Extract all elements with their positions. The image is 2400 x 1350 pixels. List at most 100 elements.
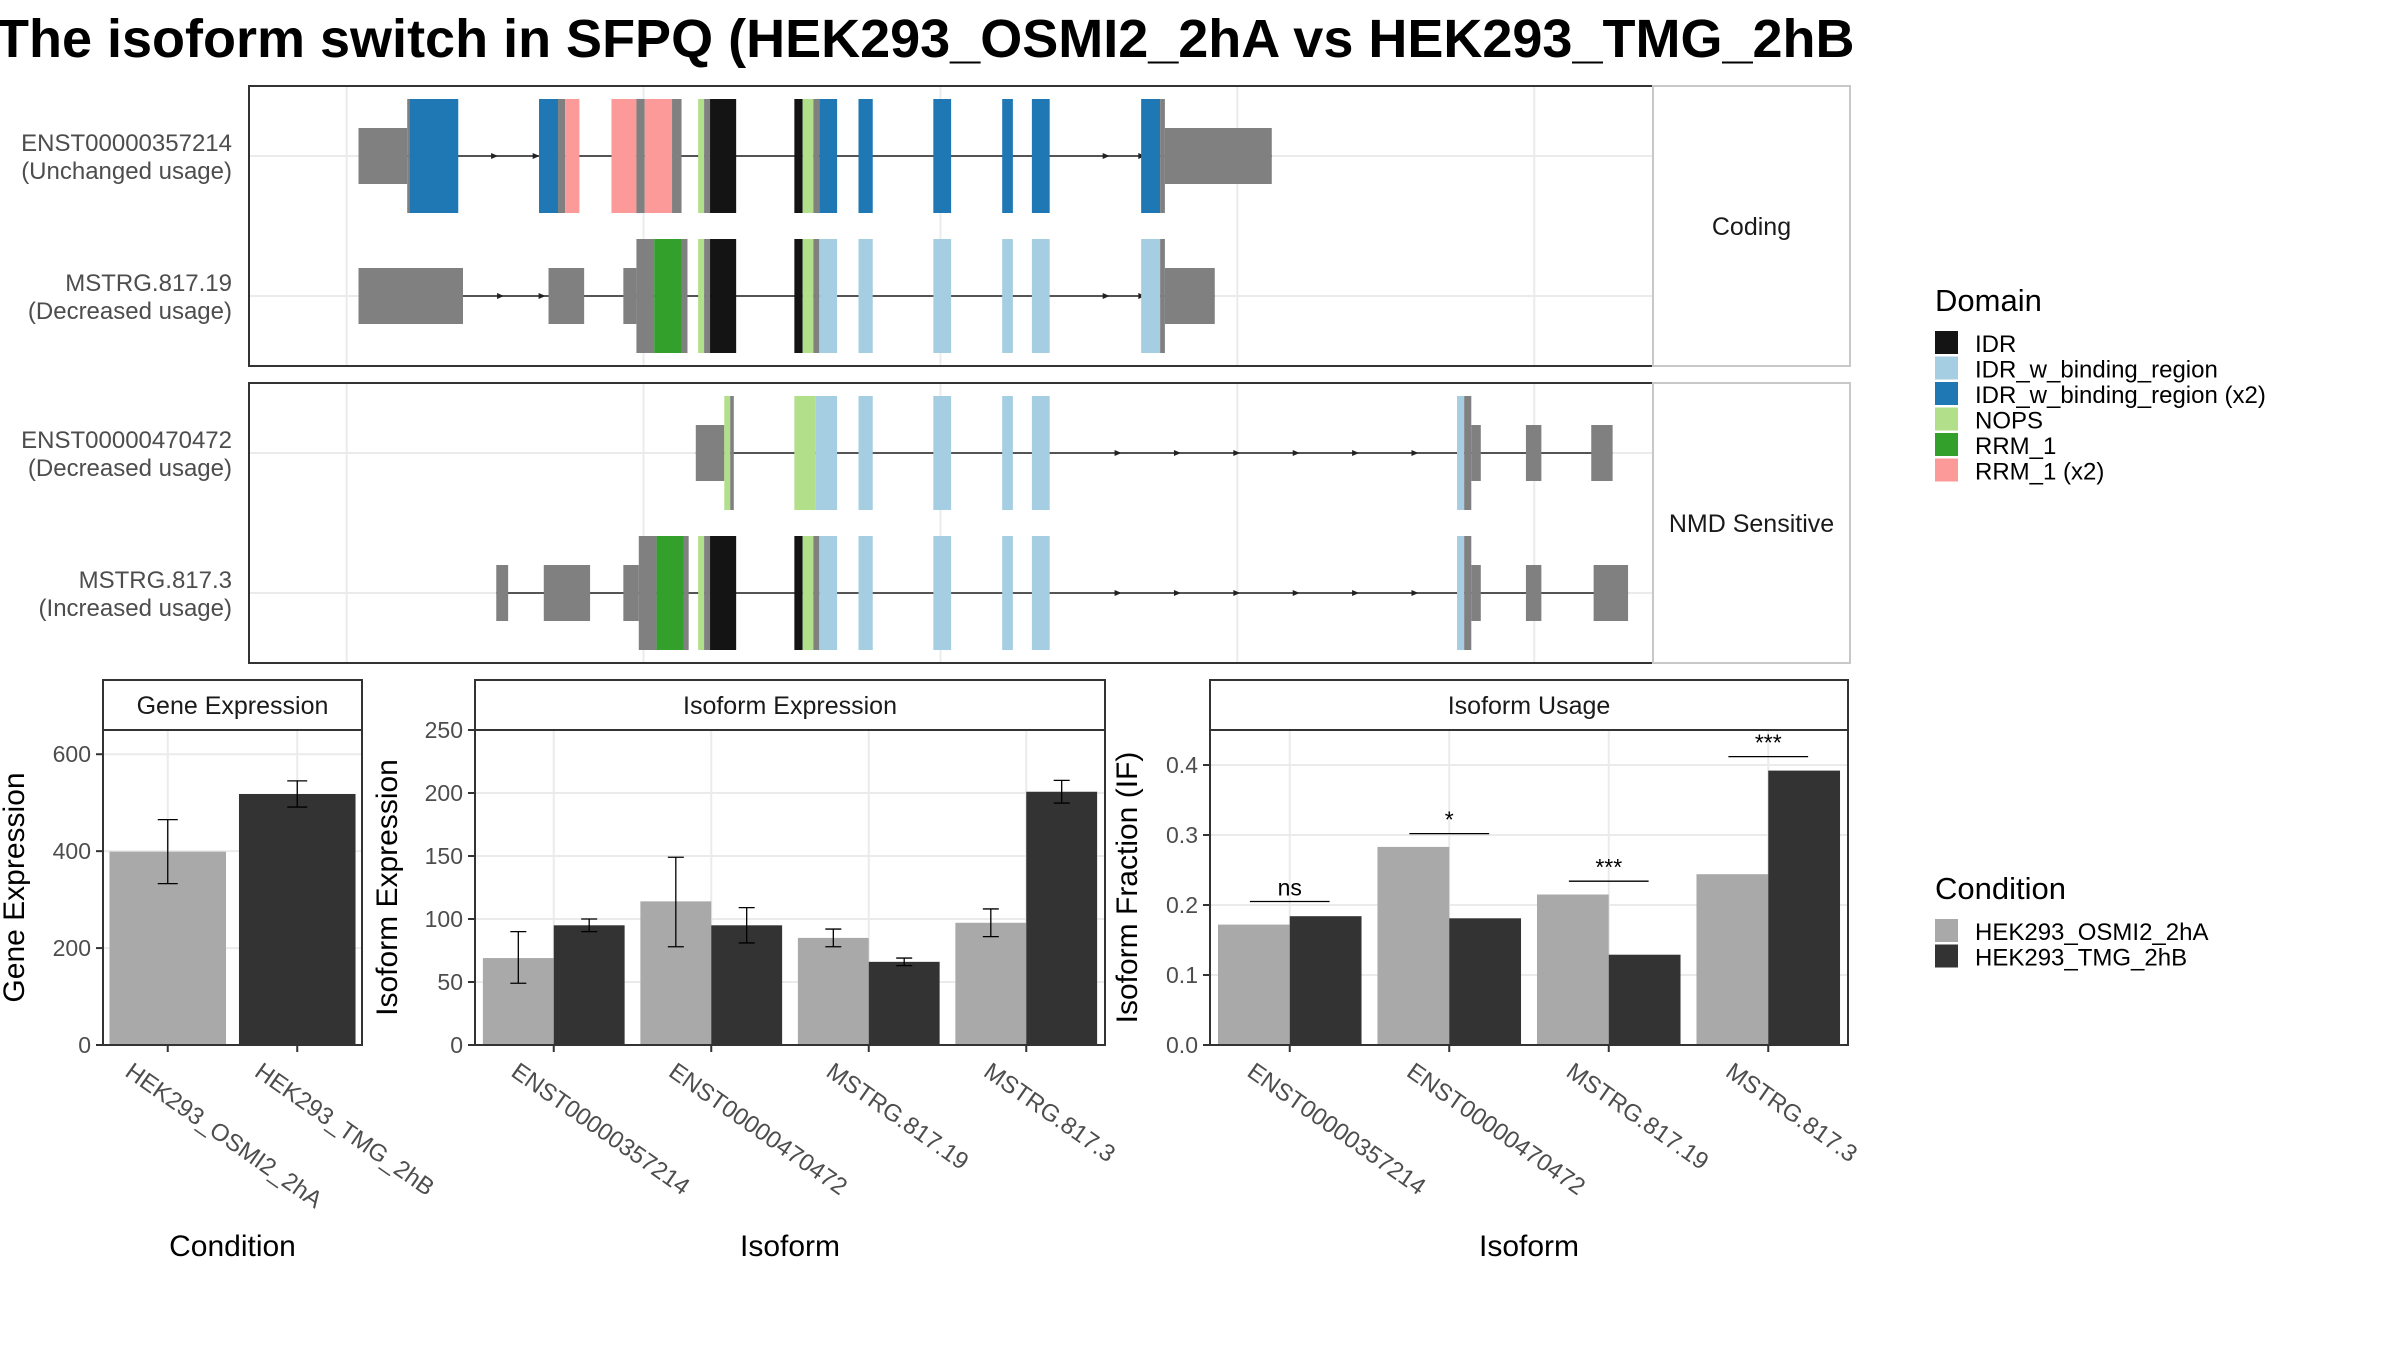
domain-segment-utr (636, 239, 655, 353)
plot-title-strip (1209, 679, 1849, 731)
legend-domain: Domain IDRIDR_w_binding_regionIDR_w_bindi… (1935, 283, 2266, 486)
y-tick-label: 0 (78, 1032, 91, 1058)
legend-label: RRM_1 (x2) (1975, 459, 2104, 486)
domain-segment-utr (558, 99, 566, 213)
utr-exon (1591, 425, 1613, 481)
significance-label: * (1445, 807, 1454, 833)
legend-swatch (1935, 331, 1958, 354)
isoform-usage-label: (Unchanged usage) (21, 158, 232, 185)
strand-arrow (497, 293, 505, 299)
domain-segment-nops (724, 396, 731, 510)
y-tick-label: 200 (53, 935, 91, 961)
domain-segment-idr-w-binding-region (819, 536, 838, 650)
utr-exon (623, 565, 639, 621)
legend-swatch (1935, 407, 1958, 431)
y-tick-label: 200 (425, 780, 463, 806)
bar (1217, 924, 1290, 1045)
domain-segment-idr-w-binding-region (1457, 396, 1465, 510)
utr-exon (1471, 565, 1481, 621)
plot-title: Isoform Usage (1448, 692, 1611, 720)
legend-entry-idr-w-binding-region: IDR_w_binding_region (1935, 356, 2218, 384)
utr-exon (1525, 565, 1542, 621)
strand-arrow (1352, 590, 1360, 596)
domain-segment-idr (710, 99, 737, 213)
domain-segment-utr (683, 536, 689, 650)
domain-segment-idr-w-binding-region-x2 (858, 99, 873, 213)
legend-label: IDR_w_binding_region (x2) (1975, 382, 2266, 409)
domain-segment-idr-w-binding-region (933, 396, 952, 510)
isoform-track-mstrg-817-19: MSTRG.817.19(Decreased usage) (28, 239, 1653, 353)
domain-segment-utr (636, 99, 645, 213)
domain-segment-idr-w-binding-region (1031, 239, 1050, 353)
bar (1608, 954, 1681, 1045)
y-axis-title: Isoform Fraction (IF) (1111, 752, 1144, 1024)
facet-strip-label: NMD Sensitive (1669, 510, 1834, 538)
isoform-id-label: MSTRG.817.3 (79, 567, 232, 594)
strand-arrow (1114, 450, 1122, 456)
legend-swatch (1935, 356, 1958, 380)
domain-segment-nops (802, 536, 814, 650)
domain-segment-utr (813, 239, 820, 353)
domain-segment-idr-w-binding-region (858, 239, 873, 353)
strand-arrow (538, 293, 546, 299)
legend-swatch (1935, 382, 1958, 405)
domain-segment-idr-w-binding-region-x2 (1031, 99, 1050, 213)
bar (1536, 894, 1609, 1045)
domain-segment-idr-w-binding-region (815, 396, 838, 510)
significance-label: ns (1278, 875, 1302, 901)
legend-label: IDR_w_binding_region (1975, 357, 2218, 384)
domain-segment-utr (681, 239, 688, 353)
legend-swatch (1935, 919, 1958, 942)
strand-arrow (1102, 153, 1110, 159)
domain-segment-rrm-1 (656, 536, 684, 650)
y-axis-title: Gene Expression (0, 772, 31, 1002)
plot-title-strip (474, 679, 1106, 731)
legend-label: RRM_1 (1975, 433, 2056, 460)
domain-segment-idr-w-binding-region-x2 (409, 99, 459, 213)
domain-segment-idr (710, 536, 737, 650)
domain-segment-idr-w-binding-region (1031, 396, 1050, 510)
bar (868, 961, 940, 1045)
domain-segment-idr-w-binding-region (1141, 239, 1161, 353)
legend-label: NOPS (1975, 408, 2043, 435)
domain-segment-idr (794, 536, 803, 650)
bar (1289, 916, 1362, 1045)
isoform-usage-label: (Decreased usage) (28, 298, 232, 325)
y-tick-label: 600 (53, 741, 91, 767)
utr-exon (496, 565, 509, 621)
y-tick-label: 0 (450, 1032, 463, 1058)
strand-arrow (1233, 590, 1241, 596)
domain-segment-idr-w-binding-region-x2 (1141, 99, 1161, 213)
domain-segment-idr-w-binding-region (1002, 396, 1013, 510)
domain-segment-utr (1464, 396, 1472, 510)
isoform-id-label: ENST00000470472 (21, 427, 232, 454)
bar (1449, 918, 1522, 1045)
domain-segment-utr (704, 536, 711, 650)
bar (1377, 846, 1450, 1045)
y-tick-label: 0.0 (1166, 1032, 1198, 1058)
strand-arrow (1411, 450, 1419, 456)
bar (1768, 770, 1841, 1045)
significance-label: *** (1595, 854, 1622, 880)
domain-segment-idr-w-binding-region-x2 (933, 99, 952, 213)
facet-strip (1652, 85, 1851, 367)
legend-label: IDR (1975, 331, 2016, 358)
isoform-structure-plot: ENST00000357214(Unchanged usage) MSTRG.81… (21, 85, 1851, 664)
legend-swatch (1935, 433, 1958, 456)
domain-segment-idr-w-binding-region (1002, 239, 1013, 353)
legend-entry-hek293-tmg-2hb: HEK293_TMG_2hB (1935, 944, 2187, 972)
legend-label: HEK293_TMG_2hB (1975, 945, 2187, 972)
domain-segment-utr (407, 99, 410, 213)
domain-segment-utr (672, 99, 682, 213)
y-tick-label: 0.2 (1166, 892, 1198, 918)
y-tick-label: 400 (53, 838, 91, 864)
domain-segment-utr (638, 536, 657, 650)
legend-title: Domain (1935, 283, 2042, 318)
domain-segment-utr (704, 239, 711, 353)
domain-segment-utr (1160, 99, 1165, 213)
x-tick-label: MSTRG.817.3 (979, 1058, 1120, 1168)
x-axis-title: Isoform (740, 1230, 840, 1263)
utr-exon (1471, 425, 1481, 481)
legend-entry-hek293-osmi2-2ha: HEK293_OSMI2_2hA (1935, 919, 2208, 946)
